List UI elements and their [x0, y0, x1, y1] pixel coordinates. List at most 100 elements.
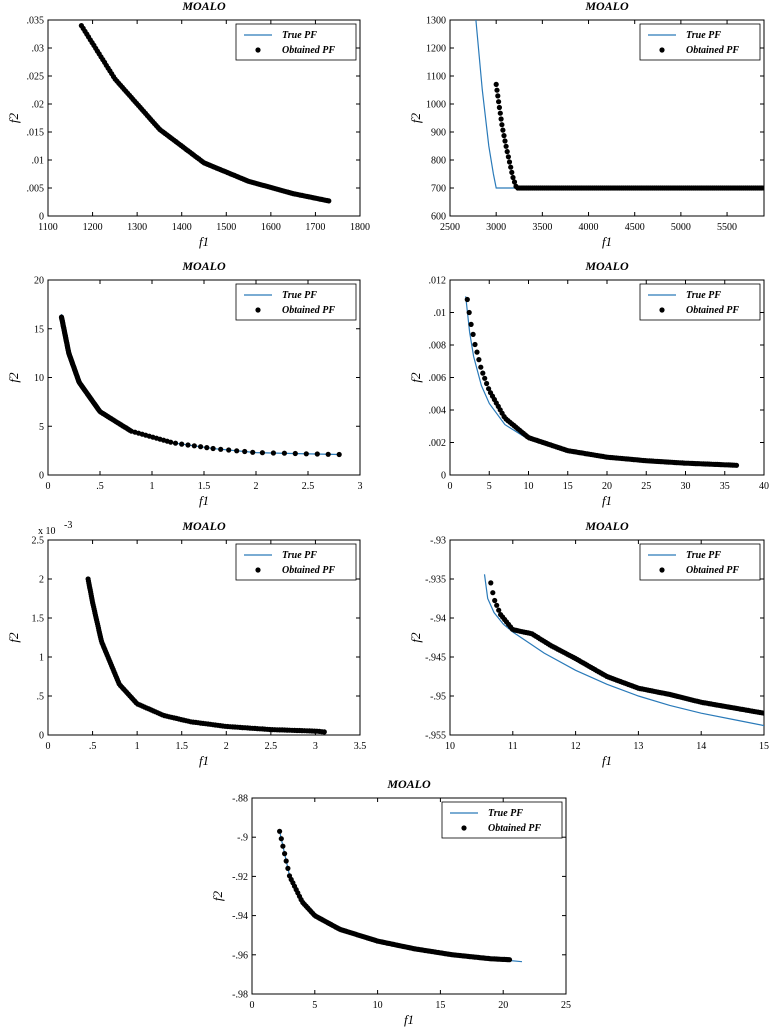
y-tick-label: 0 [39, 731, 44, 742]
y-tick-label: 0 [39, 471, 44, 482]
legend: True PF Obtained PF [639, 283, 761, 321]
obtained-pf-point [218, 446, 224, 452]
x-tick-label: 5 [312, 1000, 317, 1011]
legend-obtained-pf-marker [659, 47, 665, 53]
x-tick-label: 2 [224, 741, 229, 752]
obtained-pf-point [504, 149, 510, 155]
chart-title: MOALO [584, 0, 629, 13]
chart-title: MOALO [181, 519, 226, 533]
y-tick-label: .035 [27, 16, 45, 27]
y-tick-label: -.92 [232, 872, 248, 883]
obtained-pf-point [496, 607, 502, 613]
true-pf-series-line [483, 574, 764, 727]
y-tick-label: 0 [441, 471, 446, 482]
x-tick-label: 15 [435, 1000, 445, 1011]
y-tick-label: 15 [34, 324, 44, 335]
x-axis-label: f1 [199, 753, 209, 768]
obtained-pf-point [482, 375, 488, 381]
obtained-pf-point [259, 450, 265, 456]
legend-label-true-pf: True PF [686, 30, 721, 41]
obtained-pf-point [270, 450, 276, 456]
x-tick-label: 10 [445, 741, 455, 752]
y-tick-label: .006 [429, 373, 447, 384]
obtained-pf-point [281, 450, 287, 456]
legend: True PF Obtained PF [639, 543, 761, 581]
y-tick-label: .5 [37, 692, 45, 703]
y-axis-label: f2 [408, 112, 423, 123]
legend-label-obtained-pf: Obtained PF [686, 45, 739, 56]
x-tick-label: 1.5 [198, 481, 211, 492]
obtained-pf-point [498, 116, 504, 122]
y-tick-label: -.94 [232, 911, 248, 922]
x-axis-label: f1 [602, 753, 612, 768]
obtained-pf-point [506, 159, 513, 165]
x-tick-label: 0 [46, 481, 51, 492]
y-tick-label: .005 [27, 184, 45, 195]
x-tick-label: 3 [358, 481, 363, 492]
obtained-pf-point [495, 93, 501, 99]
y-axis-label: f2 [408, 632, 423, 643]
chart-panel-3: MOALO 0 .5 1 1.5 2 2.5 3 0 5 10 15 20 f1 f2 True PF Obta… [6, 259, 363, 508]
obtained-pf-point [470, 331, 476, 337]
y-multiplier: x 10 [38, 526, 56, 537]
obtained-pf-point [321, 729, 327, 735]
legend-obtained-pf-marker [659, 567, 665, 573]
x-tick-label: 1.5 [175, 741, 188, 752]
plot-area [85, 576, 327, 735]
y-tick-label: 1200 [426, 44, 446, 55]
y-tick-label: -.95 [430, 692, 446, 703]
y-tick-label: 1 [39, 653, 44, 664]
y-tick-label: 900 [431, 128, 446, 139]
y-tick-label: 2.5 [32, 536, 45, 547]
y-tick-label: .02 [32, 100, 45, 111]
y-tick-label: -.88 [232, 794, 248, 805]
obtained-pf-point [511, 179, 518, 185]
y-tick-label: -.98 [232, 990, 248, 1001]
legend: True PF Obtained PF [235, 543, 357, 581]
legend-label-obtained-pf: Obtained PF [282, 565, 335, 576]
x-tick-label: 1 [150, 481, 155, 492]
chart-panel-1: MOALO 1100 1200 1300 1400 1500 1600 1700 1800 0 .0… [6, 0, 370, 249]
y-tick-label: 800 [431, 156, 446, 167]
x-tick-label: 1500 [216, 222, 236, 233]
obtained-pf-point [226, 447, 232, 453]
x-tick-label: 2500 [440, 222, 460, 233]
plot-area [483, 574, 764, 727]
x-tick-label: 35 [720, 481, 730, 492]
x-tick-label: 3500 [532, 222, 552, 233]
y-tick-label: .004 [429, 406, 447, 417]
obtained-pf-point [314, 451, 320, 457]
x-axis-label: f1 [199, 493, 209, 508]
y-axis-label: f2 [6, 372, 21, 383]
x-tick-label: 25 [561, 1000, 571, 1011]
y-tick-label: .01 [32, 156, 45, 167]
plot-frame [251, 797, 567, 995]
obtained-pf-point [326, 198, 332, 204]
legend-obtained-pf-marker [461, 825, 467, 831]
legend-label-obtained-pf: Obtained PF [282, 305, 335, 316]
x-tick-label: 13 [633, 741, 643, 752]
x-tick-label: 15 [563, 481, 573, 492]
x-tick-label: 1400 [172, 222, 192, 233]
obtained-pf-point [468, 321, 474, 327]
obtained-pf-point [493, 81, 499, 87]
obtained-pf-point [494, 602, 500, 608]
obtained-pf-point [733, 462, 740, 468]
x-tick-label: 1600 [261, 222, 281, 233]
x-tick-label: 14 [696, 741, 706, 752]
true-pf-series-line [465, 296, 737, 466]
obtained-pf-point [506, 957, 513, 963]
legend-box [639, 283, 761, 321]
x-tick-label: 3.5 [354, 741, 367, 752]
obtained-pf-point [464, 296, 470, 303]
obtained-pf-point [761, 185, 764, 191]
obtained-pf-point [282, 851, 288, 857]
obtained-pf-point [179, 441, 185, 447]
chart-title: MOALO [181, 0, 226, 13]
obtained-pf-point [484, 380, 490, 387]
y-tick-label: 2 [39, 575, 44, 586]
x-tick-label: 5000 [671, 222, 691, 233]
obtained-pf-point [502, 138, 508, 144]
y-tick-label: -.9 [237, 833, 248, 844]
